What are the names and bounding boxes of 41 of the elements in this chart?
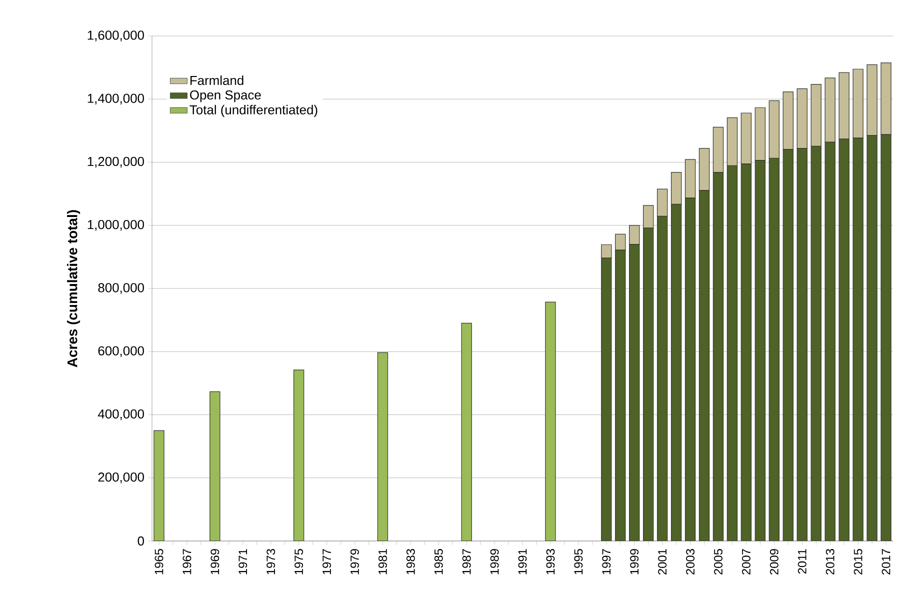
x-tick-label: 1977 [322,549,331,574]
y-axis-title: Acres (cumulative total) [67,210,80,368]
x-tick-label: 2009 [770,549,778,575]
x-tick-label: 1993 [546,549,555,574]
x-tick-label: 1997 [602,549,611,574]
x-tick-label: 1965 [154,549,164,574]
x-tick-label: 2015 [854,549,862,575]
x-tick-label: 2005 [714,549,722,575]
y-tick-label: 1,200,000 [88,156,144,168]
y-tick-label: 0 [138,536,144,546]
x-tick-label: 1995 [574,549,583,574]
x-tick-label: 2003 [686,549,695,575]
bar [154,430,164,541]
x-tick-label: 1969 [210,549,220,574]
y-tick-label: 1,000,000 [88,220,144,231]
x-tick-label: 2017 [882,549,890,575]
y-tick-label: 1,400,000 [88,94,144,104]
x-tick-label: 1981 [378,549,387,574]
y-tick-label: 800,000 [98,283,144,294]
x-tick-label: 1979 [350,549,359,574]
x-tick-label: 1989 [490,549,499,574]
x-tick-label: 2011 [798,549,806,574]
x-tick-label: 2007 [742,549,750,575]
x-tick-label: 1983 [406,549,415,574]
x-tick-label: 1991 [518,549,527,574]
legend-label: Total (undifferentiated) [190,104,318,117]
x-tick-label: 1999 [630,549,639,574]
x-tick-label: 2001 [658,549,667,575]
x-tick-label: 1985 [434,549,443,574]
x-tick-label: 1973 [266,549,276,574]
x-tick-label: 1971 [238,549,248,574]
x-tick-label: 2013 [826,549,834,575]
legend-label: Farmland [190,76,244,86]
y-tick-label: 1,600,000 [88,30,144,42]
y-tick-label: 400,000 [98,409,144,420]
x-tick-label: 1975 [294,549,304,574]
y-tick-label: 200,000 [98,472,144,484]
legend-label: Open Space [190,90,261,102]
x-tick-label: 1967 [182,549,192,574]
x-tick-label: 1987 [462,549,471,574]
y-tick-label: 600,000 [98,346,144,357]
